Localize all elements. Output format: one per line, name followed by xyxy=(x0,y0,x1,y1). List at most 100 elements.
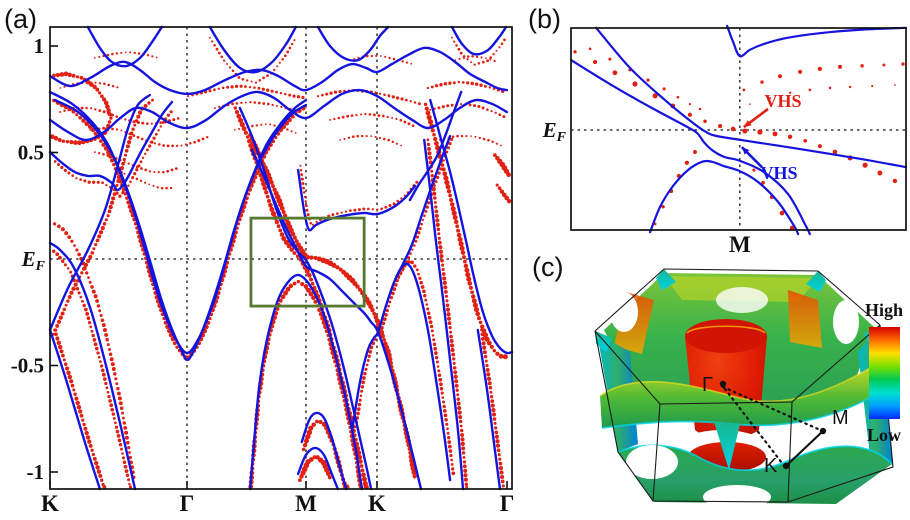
red-band-dot xyxy=(100,94,104,99)
red-band-dot xyxy=(480,324,485,329)
red-band-dot xyxy=(437,369,441,373)
red-band-dot xyxy=(450,462,454,466)
red-band-dot xyxy=(424,209,428,213)
red-band-dot xyxy=(387,304,390,308)
red-band-dot xyxy=(303,284,309,289)
red-band-dot xyxy=(246,79,249,82)
red-band-dot xyxy=(435,360,439,364)
red-band-dot xyxy=(453,374,458,379)
red-band-dot xyxy=(435,218,440,223)
red-band-dot xyxy=(491,407,496,413)
red-band-dot xyxy=(688,102,692,106)
red-band-dot xyxy=(432,132,436,137)
red-band-dot xyxy=(458,415,463,420)
red-band-dot xyxy=(355,113,358,117)
red-band-dot xyxy=(75,248,79,252)
red-band-dot xyxy=(101,323,106,328)
red-band-dot xyxy=(347,136,351,139)
red-band-dot xyxy=(383,93,386,97)
red-band-dot xyxy=(121,416,125,420)
red-band-dot xyxy=(370,135,373,137)
red-band-dot xyxy=(249,100,252,104)
red-band-dot xyxy=(503,38,506,42)
red-band-dot xyxy=(412,244,416,247)
red-band-dot xyxy=(450,347,455,353)
red-band-dot xyxy=(71,174,75,177)
red-band-dot xyxy=(684,160,690,165)
red-band-dot xyxy=(272,187,277,192)
red-band-dot xyxy=(480,56,483,59)
red-band-dot xyxy=(388,56,391,60)
red-band-dot xyxy=(74,396,79,401)
red-band-dot xyxy=(462,460,467,464)
red-band-dot xyxy=(80,106,84,110)
red-band-dot xyxy=(148,144,152,148)
red-band-dot xyxy=(226,63,229,65)
red-band-dot xyxy=(238,117,244,123)
red-band-dot xyxy=(139,160,143,164)
red-band-dot xyxy=(466,58,469,61)
red-band-dot xyxy=(445,299,449,303)
red-band-dot xyxy=(152,184,155,187)
red-band-dot xyxy=(115,128,119,131)
red-band-dot xyxy=(258,79,262,82)
red-band-dot xyxy=(399,272,403,276)
red-band-dot xyxy=(451,210,457,216)
red-band-dot xyxy=(128,482,131,486)
red-band-dot xyxy=(468,285,473,290)
red-band-dot xyxy=(127,162,130,165)
path-gamma-k-dotted xyxy=(723,387,784,465)
red-band-dot xyxy=(308,291,314,297)
red-band-dot xyxy=(441,396,445,399)
red-band-dot xyxy=(124,51,127,54)
blue-band-line xyxy=(86,25,164,68)
red-band-dot xyxy=(99,360,102,363)
red-band-dot xyxy=(499,470,504,475)
red-band-dot xyxy=(89,128,92,131)
red-band-dot xyxy=(244,85,247,88)
bz-hole-top xyxy=(716,287,768,313)
red-band-dot xyxy=(426,311,431,316)
red-band-dot xyxy=(457,410,462,415)
red-band-dot xyxy=(111,367,116,371)
red-band-dot xyxy=(391,117,394,119)
red-band-dot xyxy=(494,430,499,435)
red-band-dot xyxy=(608,57,612,61)
red-band-dot xyxy=(467,281,473,286)
red-band-dot xyxy=(489,56,492,59)
red-band-dot xyxy=(453,219,459,225)
red-band-dot xyxy=(79,295,83,299)
red-band-dot xyxy=(304,268,310,274)
red-band-dot xyxy=(484,359,488,363)
red-band-dot xyxy=(350,114,354,117)
red-band-dot xyxy=(243,130,249,135)
red-band-dot xyxy=(488,385,493,390)
red-band-dot xyxy=(98,55,101,58)
bz-hole-right xyxy=(833,300,859,344)
red-band-dot xyxy=(304,438,309,444)
red-band-dot xyxy=(460,103,463,106)
red-band-dot xyxy=(438,245,443,250)
red-band-dot xyxy=(154,132,158,136)
k-point-dot xyxy=(782,462,790,470)
red-band-dot xyxy=(159,121,163,124)
red-band-dot xyxy=(447,436,451,440)
red-band-dot xyxy=(231,69,235,73)
red-band-dot xyxy=(106,214,110,218)
red-band-dot xyxy=(363,371,367,376)
red-band-dot xyxy=(271,103,274,107)
red-band-dot xyxy=(357,402,362,407)
red-band-dot xyxy=(292,94,296,98)
red-band-dot xyxy=(676,95,680,99)
red-band-dot xyxy=(71,73,76,78)
red-band-dot xyxy=(588,47,592,51)
blue-band-line xyxy=(394,134,452,280)
red-band-dot xyxy=(77,252,81,257)
red-band-dot xyxy=(124,430,129,435)
red-band-dot xyxy=(187,95,190,98)
red-band-dot xyxy=(501,484,505,488)
bz-wireframe xyxy=(594,268,894,503)
red-band-dot xyxy=(88,82,94,87)
red-band-dot xyxy=(396,199,400,203)
red-band-dot xyxy=(96,304,101,308)
